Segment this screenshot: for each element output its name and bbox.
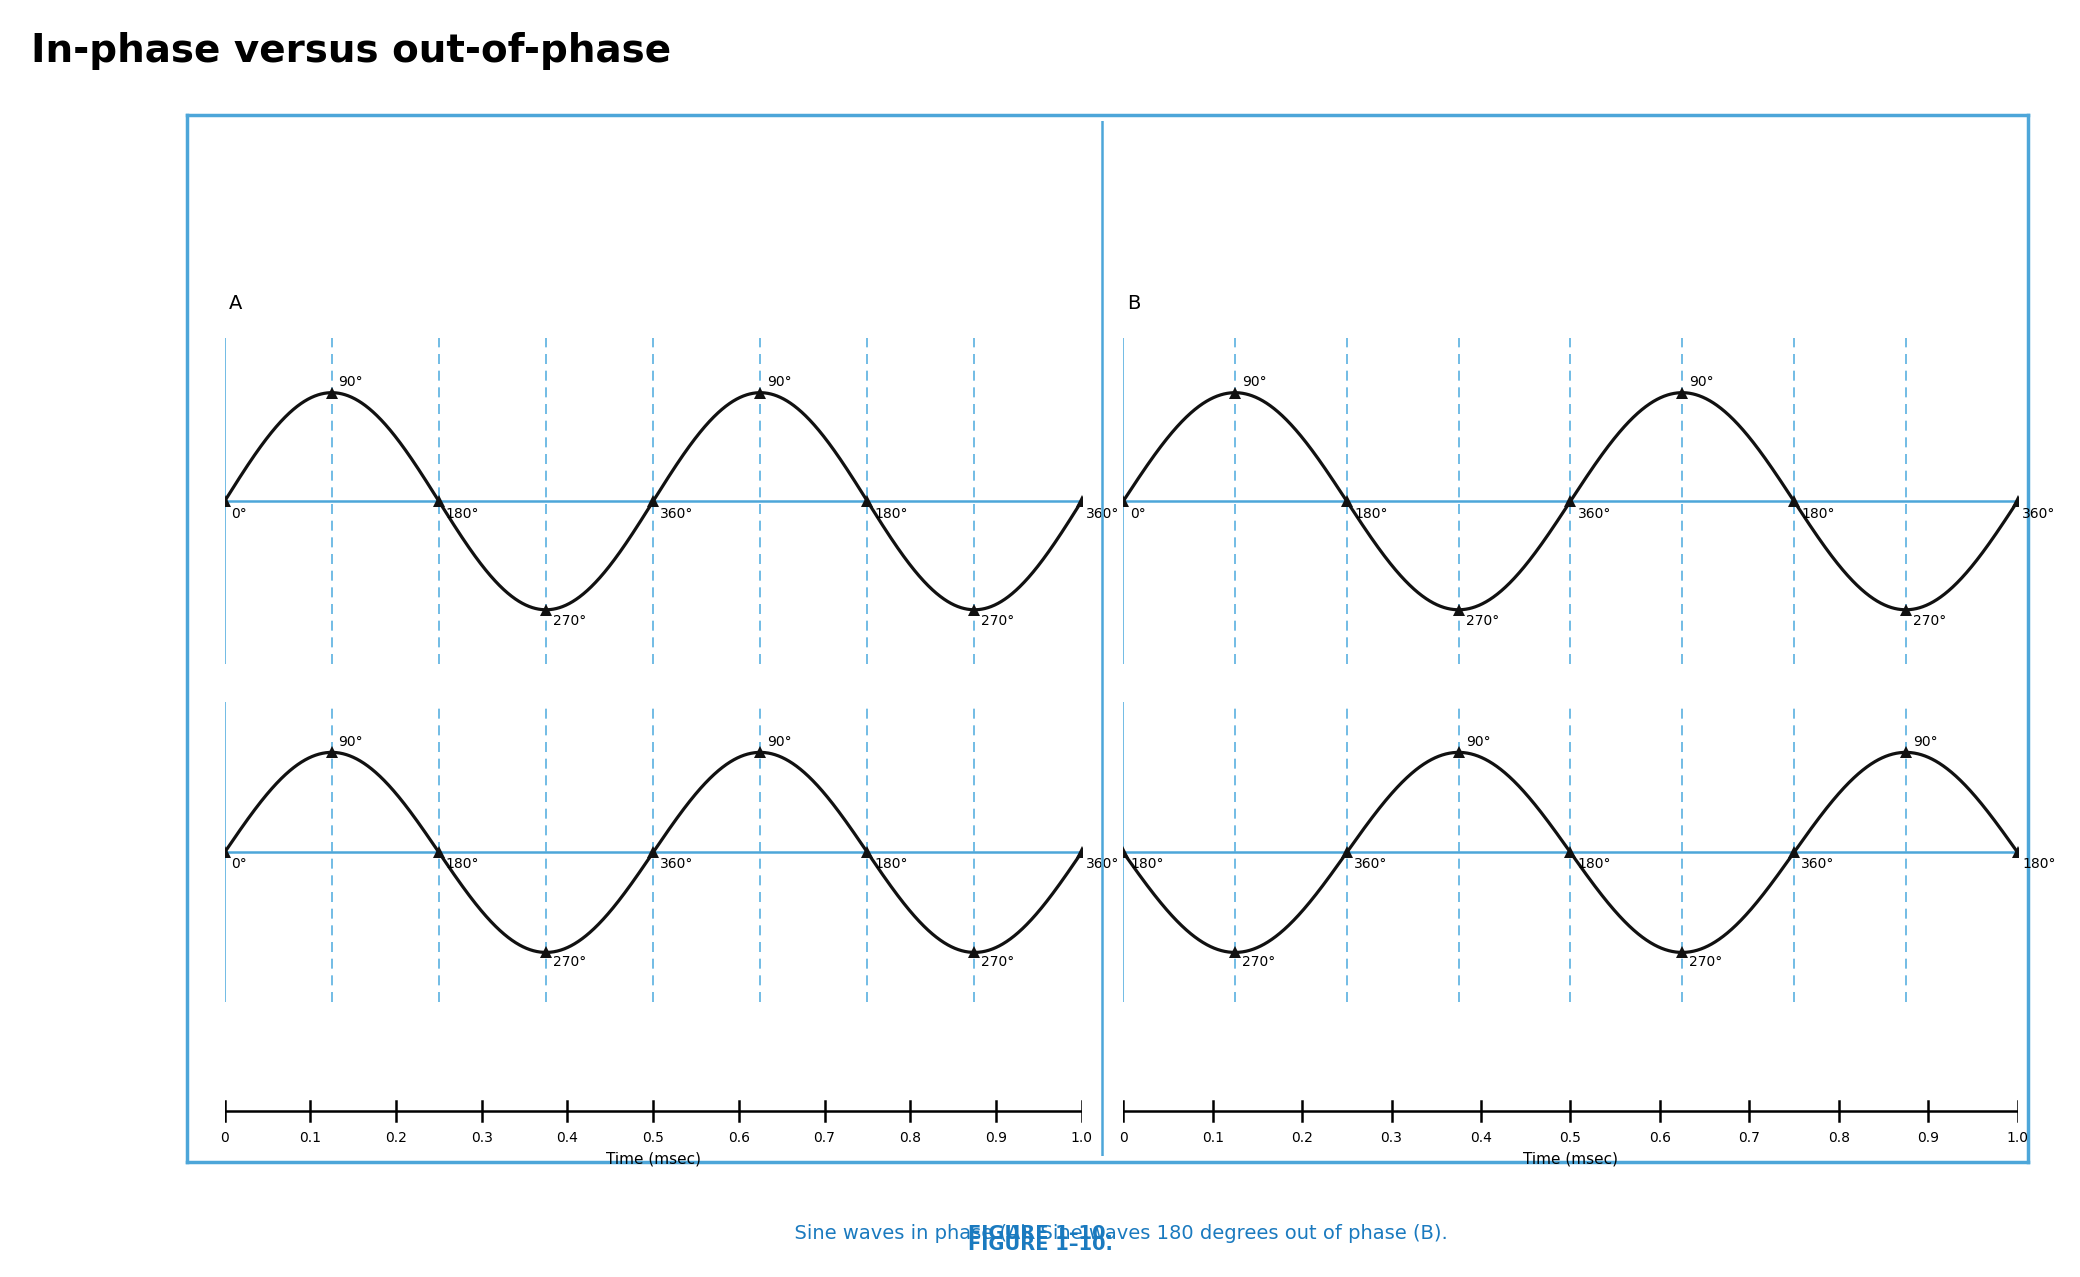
Text: 0.5: 0.5 [643,1131,664,1145]
Text: Sine waves in phase (A). Sine waves 180 degrees out of phase (B).: Sine waves in phase (A). Sine waves 180 … [632,1223,1448,1243]
Text: 360°: 360° [659,857,693,871]
Text: 180°: 180° [1129,857,1165,871]
Text: 180°: 180° [2022,857,2055,871]
Text: 0.3: 0.3 [1381,1131,1402,1145]
Text: 360°: 360° [1354,857,1387,871]
Text: 0.9: 0.9 [1918,1131,1939,1145]
Text: 0.1: 0.1 [300,1131,320,1145]
Text: 270°: 270° [982,614,1015,627]
Text: 360°: 360° [659,507,693,521]
Text: 270°: 270° [553,614,587,627]
Text: 90°: 90° [339,736,364,750]
Text: 0.2: 0.2 [1292,1131,1312,1145]
Text: 180°: 180° [1801,507,1835,521]
Text: 1.0: 1.0 [1071,1131,1092,1145]
Text: FIGURE 1–10.: FIGURE 1–10. [967,1223,1113,1243]
Text: 0.5: 0.5 [1560,1131,1581,1145]
Text: 0.3: 0.3 [470,1131,493,1145]
Text: 180°: 180° [1354,507,1387,521]
Text: In-phase versus out-of-phase: In-phase versus out-of-phase [31,32,672,70]
Text: FIGURE 1–10.: FIGURE 1–10. [967,1235,1113,1254]
Text: 0: 0 [1119,1131,1127,1145]
Text: Time (msec): Time (msec) [605,1152,701,1167]
Text: 180°: 180° [874,857,907,871]
Text: 270°: 270° [1466,614,1500,627]
Text: 270°: 270° [1914,614,1947,627]
Text: 0.4: 0.4 [557,1131,578,1145]
Text: 0.4: 0.4 [1471,1131,1491,1145]
Text: 360°: 360° [1086,507,1119,521]
Text: 90°: 90° [768,375,792,388]
Text: 180°: 180° [1577,857,1612,871]
Text: 0: 0 [220,1131,229,1145]
Text: 90°: 90° [339,375,364,388]
Text: 360°: 360° [1577,507,1610,521]
Text: 0.7: 0.7 [1739,1131,1760,1145]
Text: 360°: 360° [2022,507,2055,521]
Text: 360°: 360° [1086,857,1119,871]
Text: 270°: 270° [553,955,587,969]
Text: 180°: 180° [874,507,907,521]
Text: 180°: 180° [445,507,478,521]
Text: 90°: 90° [1242,375,1267,388]
Text: 0°: 0° [231,507,248,521]
Text: 270°: 270° [1689,955,1722,969]
Text: 0.8: 0.8 [1828,1131,1849,1145]
Text: 0.9: 0.9 [986,1131,1007,1145]
Text: Time (msec): Time (msec) [1523,1152,1618,1167]
Text: 180°: 180° [445,857,478,871]
Text: 270°: 270° [982,955,1015,969]
Text: FIGURE 1–10.  Sine waves in phase (A). Sine waves 180 degrees out of phase (B).: FIGURE 1–10. Sine waves in phase (A). Si… [641,1235,1439,1254]
Text: 90°: 90° [1914,736,1939,750]
Text: 90°: 90° [1689,375,1714,388]
Text: 0°: 0° [1129,507,1146,521]
Text: 0.7: 0.7 [813,1131,836,1145]
Text: 0.6: 0.6 [1649,1131,1670,1145]
Text: 270°: 270° [1242,955,1275,969]
Text: 360°: 360° [1801,857,1835,871]
Text: 90°: 90° [768,736,792,750]
Text: 0.8: 0.8 [899,1131,921,1145]
Text: 90°: 90° [1466,736,1491,750]
Text: 0.1: 0.1 [1202,1131,1223,1145]
Text: A: A [229,294,241,313]
Text: 0.2: 0.2 [385,1131,408,1145]
Text: B: B [1127,294,1140,313]
Text: 1.0: 1.0 [2007,1131,2028,1145]
Text: 0.6: 0.6 [728,1131,749,1145]
Text: 0°: 0° [231,857,248,871]
